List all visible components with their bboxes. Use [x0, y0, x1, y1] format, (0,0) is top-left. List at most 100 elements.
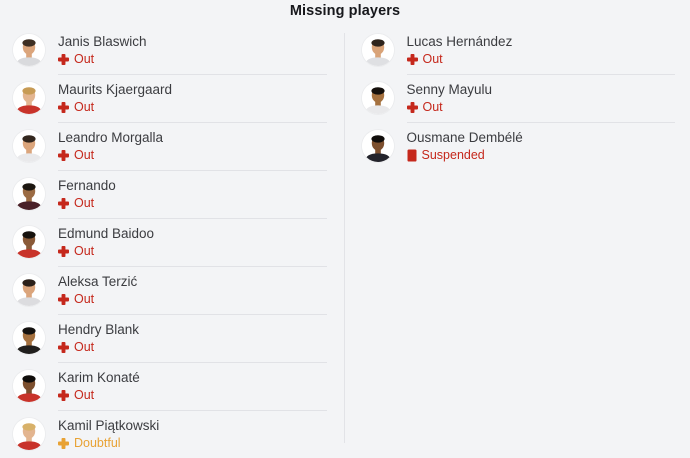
player-row: Fernando Out — [13, 170, 327, 218]
player-row: Leandro Morgalla Out — [13, 122, 327, 170]
player-row: Karim Konaté Out — [13, 362, 327, 410]
player-avatar — [13, 130, 45, 162]
injury-cross-icon — [58, 198, 69, 209]
player-info: Ousmane Dembélé Suspended — [407, 129, 676, 163]
status-badge: Doubtful — [58, 436, 327, 451]
player-name: Karim Konaté — [58, 370, 140, 385]
player-photo-icon — [13, 226, 45, 258]
status-label: Out — [74, 292, 95, 306]
player-avatar — [13, 34, 45, 66]
player-photo-icon — [13, 178, 45, 210]
player-photo-icon — [13, 82, 45, 114]
player-info: Leandro Morgalla Out — [58, 129, 327, 163]
player-avatar — [13, 226, 45, 258]
player-photo-icon — [13, 130, 45, 162]
player-info: Fernando Out — [58, 177, 327, 211]
status-label: Doubtful — [74, 436, 121, 450]
player-photo-icon — [361, 82, 394, 114]
status-label: Suspended — [421, 148, 485, 162]
page-title: Missing players — [289, 3, 401, 19]
missing-players-panel: Janis Blaswich Out Ma — [13, 26, 675, 458]
player-info: Aleksa Terzić Out — [58, 273, 327, 307]
player-info: Karim Konaté Out — [58, 369, 327, 403]
status-label: Out — [74, 148, 95, 162]
missing-players-column-right: Lucas Hernández Out S — [361, 26, 676, 170]
status-badge: Out — [58, 52, 327, 67]
status-badge: Suspended — [407, 148, 676, 163]
status-badge: Out — [58, 196, 327, 211]
player-avatar — [13, 370, 45, 402]
red-card-icon — [407, 149, 416, 162]
player-avatar — [13, 418, 45, 450]
player-row: Lucas Hernández Out — [361, 26, 676, 74]
player-name: Hendry Blank — [58, 322, 140, 337]
player-name: Senny Mayulu — [406, 82, 493, 97]
status-badge: Out — [58, 388, 327, 403]
player-info: Senny Mayulu Out — [406, 81, 676, 115]
status-label: Out — [74, 244, 95, 258]
injury-cross-icon — [406, 102, 418, 113]
injury-cross-icon — [58, 390, 69, 401]
status-label: Out — [74, 196, 95, 210]
status-label: Out — [74, 340, 95, 354]
player-name: Janis Blaswich — [58, 34, 147, 49]
player-photo-icon — [13, 370, 45, 402]
player-name: Aleksa Terzić — [58, 274, 138, 289]
player-name: Maurits Kjaergaard — [58, 82, 173, 97]
player-row: Aleksa Terzić Out — [13, 266, 327, 314]
player-avatar — [13, 322, 45, 354]
injury-cross-icon — [406, 54, 418, 65]
player-row: Maurits Kjaergaard Out — [13, 74, 327, 122]
injury-cross-icon — [58, 294, 69, 305]
status-badge: Out — [58, 244, 327, 259]
status-badge: Out — [58, 148, 327, 163]
status-label: Out — [422, 100, 443, 114]
player-row: Hendry Blank Out — [13, 314, 327, 362]
player-row: Senny Mayulu Out — [361, 74, 676, 122]
player-avatar — [13, 178, 45, 210]
player-name: Edmund Baidoo — [58, 226, 155, 241]
player-info: Edmund Baidoo Out — [58, 225, 327, 259]
injury-cross-icon — [58, 246, 69, 257]
status-badge: Out — [406, 52, 676, 67]
player-photo-icon — [13, 274, 45, 306]
status-badge: Out — [58, 292, 327, 307]
status-badge: Out — [406, 100, 676, 115]
injury-cross-icon — [58, 438, 69, 449]
injury-cross-icon — [58, 102, 69, 113]
player-avatar — [13, 82, 45, 114]
player-info: Lucas Hernández Out — [406, 33, 676, 67]
player-row: Ousmane Dembélé Suspended — [361, 122, 676, 170]
player-photo-icon — [13, 322, 45, 354]
player-photo-icon — [361, 130, 394, 162]
status-label: Out — [422, 52, 443, 66]
status-label: Out — [74, 100, 95, 114]
player-info: Janis Blaswich Out — [58, 33, 327, 67]
player-row: Edmund Baidoo Out — [13, 218, 327, 266]
status-label: Out — [74, 52, 95, 66]
injury-cross-icon — [58, 54, 69, 65]
player-photo-icon — [13, 34, 45, 66]
player-name: Fernando — [58, 178, 116, 193]
player-info: Hendry Blank Out — [58, 321, 327, 355]
status-label: Out — [74, 388, 95, 402]
status-badge: Out — [58, 100, 327, 115]
player-row: Kamil Piątkowski Doubtful — [13, 410, 327, 458]
player-name: Ousmane Dembélé — [406, 130, 523, 145]
player-avatar — [361, 130, 394, 162]
player-row: Janis Blaswich Out — [13, 26, 327, 74]
player-avatar — [361, 82, 394, 114]
player-photo-icon — [361, 34, 394, 66]
player-name: Lucas Hernández — [406, 34, 513, 49]
player-name: Leandro Morgalla — [58, 130, 164, 145]
status-badge: Out — [58, 340, 327, 355]
missing-players-column-left: Janis Blaswich Out Ma — [13, 26, 327, 458]
player-name: Kamil Piątkowski — [58, 418, 160, 433]
player-photo-icon — [13, 418, 45, 450]
column-divider — [343, 33, 345, 443]
injury-cross-icon — [58, 342, 69, 353]
player-info: Maurits Kjaergaard Out — [58, 81, 327, 115]
player-avatar — [13, 274, 45, 306]
injury-cross-icon — [58, 150, 69, 161]
player-avatar — [361, 34, 394, 66]
